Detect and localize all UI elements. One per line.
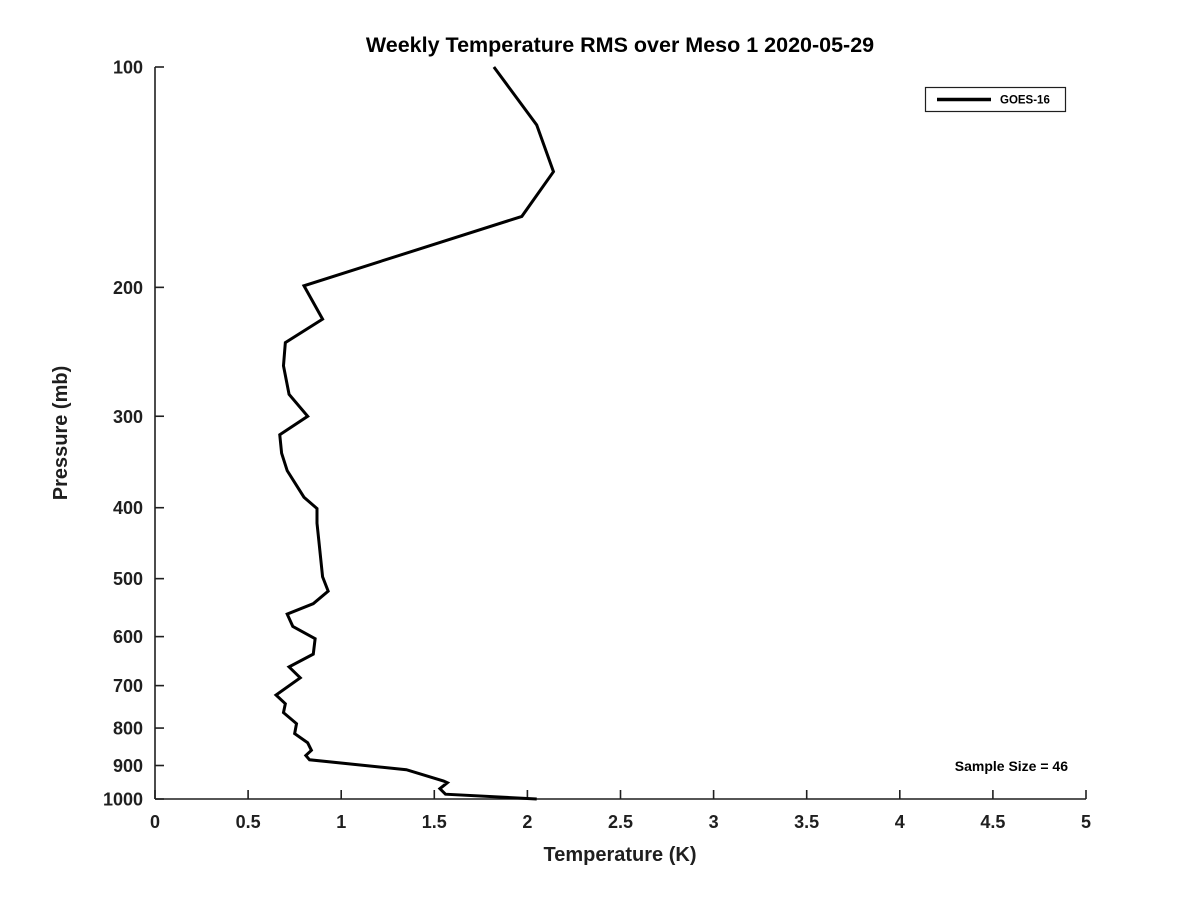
x-tick-label: 4.5 <box>980 812 1005 832</box>
y-axis-label: Pressure (mb) <box>50 366 72 501</box>
data-series <box>273 66 556 801</box>
y-tick-label: 1000 <box>103 790 143 810</box>
sample-size-annotation: Sample Size = 46 <box>955 758 1068 774</box>
legend-label: GOES-16 <box>1000 95 1050 107</box>
y-tick-label: 700 <box>113 676 143 696</box>
y-tick-label: 100 <box>113 58 143 78</box>
y-tick-label: 200 <box>113 278 143 298</box>
y-tick-label: 800 <box>113 719 143 739</box>
series-line-goes-16 <box>273 66 556 801</box>
x-tick-label: 2 <box>522 812 532 832</box>
x-tick-label: 3 <box>709 812 719 832</box>
y-tick-label: 500 <box>113 569 143 589</box>
x-tick-label: 0.5 <box>236 812 261 832</box>
x-axis-label: Temperature (K) <box>544 844 697 866</box>
y-tick-label: 300 <box>113 407 143 427</box>
x-tick-label: 5 <box>1081 812 1091 832</box>
x-tick-label: 4 <box>895 812 905 832</box>
y-tick-label: 900 <box>113 756 143 776</box>
axes: 0 0.5 1 1.5 2 2.5 3 3.5 4 4.5 5 100 200 300 400 500 600 7… <box>103 58 1091 833</box>
legend: GOES-16 <box>924 86 1067 113</box>
y-tick-label: 600 <box>113 627 143 647</box>
x-tick-label: 2.5 <box>608 812 633 832</box>
chart-title: Weekly Temperature RMS over Meso 1 2020-… <box>366 33 874 57</box>
x-tick-label: 1 <box>336 812 346 832</box>
x-tick-label: 3.5 <box>794 812 819 832</box>
x-tick-label: 1.5 <box>422 812 447 832</box>
y-tick-label: 400 <box>113 498 143 518</box>
x-tick-label: 0 <box>150 812 160 832</box>
